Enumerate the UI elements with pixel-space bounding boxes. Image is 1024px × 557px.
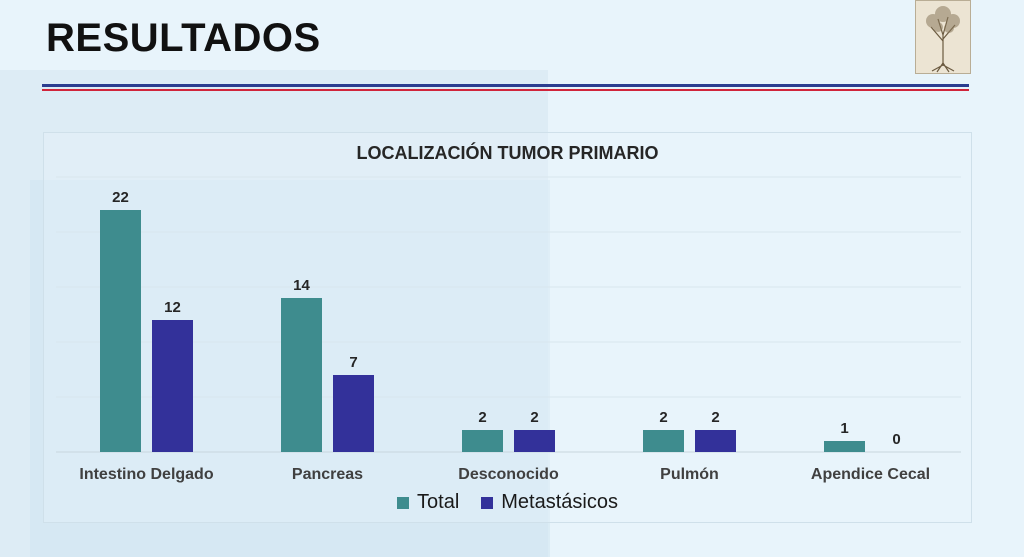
legend-item-total: Total xyxy=(397,491,459,514)
data-label: 14 xyxy=(293,277,310,294)
chart-title: LOCALIZACIÓN TUMOR PRIMARIO xyxy=(356,143,659,163)
x-tick-label: Apendice Cecal xyxy=(811,466,930,483)
bar-total-4 xyxy=(824,441,865,452)
data-label: 2 xyxy=(530,409,538,426)
title-rule-red xyxy=(42,89,969,91)
legend-swatch-metastasicos xyxy=(481,496,494,509)
chart-legend: Total Metastásicos xyxy=(44,491,971,514)
data-label: 1 xyxy=(840,420,848,437)
x-tick-label: Desconocido xyxy=(458,466,559,483)
legend-swatch-total xyxy=(397,496,410,509)
data-label: 22 xyxy=(112,189,129,206)
title-rule-blue xyxy=(42,84,969,87)
bar-metastasicos-3 xyxy=(695,430,736,452)
bar-total-3 xyxy=(643,430,684,452)
bar-total-2 xyxy=(462,430,503,452)
x-tick-label: Pulmón xyxy=(660,466,719,483)
bar-metastasicos-1 xyxy=(333,375,374,452)
bar-metastasicos-0 xyxy=(152,320,193,452)
bar-metastasicos-2 xyxy=(514,430,555,452)
legend-label-total: Total xyxy=(417,491,460,513)
data-label: 2 xyxy=(478,409,486,426)
data-label: 12 xyxy=(164,299,181,316)
x-tick-label: Pancreas xyxy=(292,466,363,483)
data-label: 7 xyxy=(349,354,357,371)
slide-title: RESULTADOS xyxy=(46,16,321,60)
tree-roots-logo-icon xyxy=(915,0,971,74)
bar-total-0 xyxy=(100,210,141,452)
x-tick-label: Intestino Delgado xyxy=(79,466,213,483)
data-label: 2 xyxy=(711,409,719,426)
chart-container: LOCALIZACIÓN TUMOR PRIMARIO 22 12 Intestin… xyxy=(43,132,972,523)
legend-label-metastasicos: Metastásicos xyxy=(501,491,618,513)
data-label: 2 xyxy=(659,409,667,426)
legend-item-metastasicos: Metastásicos xyxy=(481,491,618,514)
bar-total-1 xyxy=(281,298,322,452)
data-label: 0 xyxy=(892,431,900,448)
